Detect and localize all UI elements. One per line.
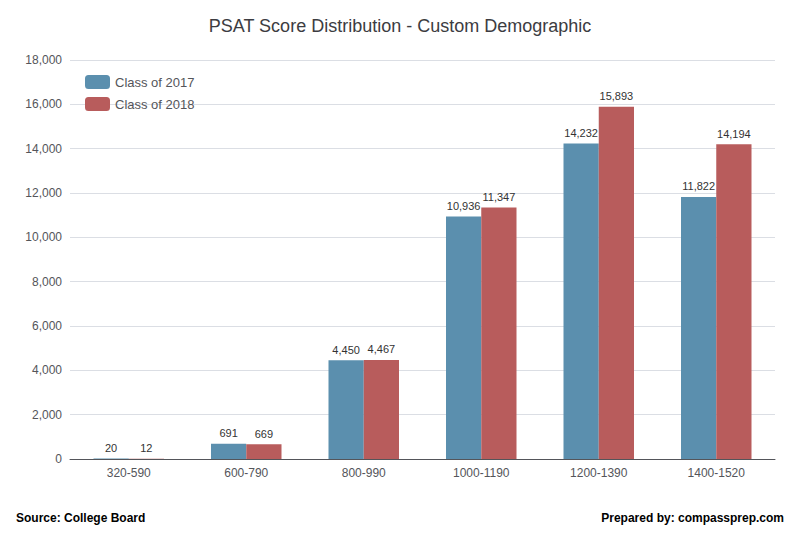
svg-text:8,000: 8,000 [32,275,62,289]
svg-text:669: 669 [255,428,273,440]
svg-text:4,000: 4,000 [32,363,62,377]
svg-text:14,000: 14,000 [25,142,62,156]
svg-text:18,000: 18,000 [25,53,62,67]
svg-text:1000-1190: 1000-1190 [453,466,510,480]
svg-text:12,000: 12,000 [25,186,62,200]
svg-text:4,467: 4,467 [368,343,396,355]
svg-text:16,000: 16,000 [25,97,62,111]
svg-text:6,000: 6,000 [32,319,62,333]
svg-text:1200-1390: 1200-1390 [570,466,628,480]
svg-text:14,232: 14,232 [564,127,598,139]
svg-text:20: 20 [105,442,117,454]
svg-text:Prepared by: compassprep.com: Prepared by: compassprep.com [601,511,784,525]
svg-text:Source: College Board: Source: College Board [16,511,145,525]
svg-text:0: 0 [55,452,62,466]
svg-text:691: 691 [219,427,237,439]
svg-text:Class of 2018: Class of 2018 [115,97,195,112]
svg-text:10,936: 10,936 [447,200,481,212]
svg-text:10,000: 10,000 [25,230,62,244]
svg-text:12: 12 [140,442,152,454]
svg-text:320-590: 320-590 [107,466,151,480]
svg-text:800-990: 800-990 [342,466,386,480]
svg-text:2,000: 2,000 [32,408,62,422]
svg-text:Class of 2017: Class of 2017 [115,75,195,90]
svg-text:600-790: 600-790 [224,466,268,480]
svg-text:11,822: 11,822 [682,180,715,192]
svg-text:11,347: 11,347 [482,191,515,203]
svg-text:1400-1520: 1400-1520 [688,466,746,480]
svg-text:14,194: 14,194 [717,128,751,140]
svg-text:PSAT Score Distribution - Cust: PSAT Score Distribution - Custom Demogra… [209,16,591,36]
svg-text:15,893: 15,893 [600,90,634,102]
svg-text:4,450: 4,450 [332,344,360,356]
